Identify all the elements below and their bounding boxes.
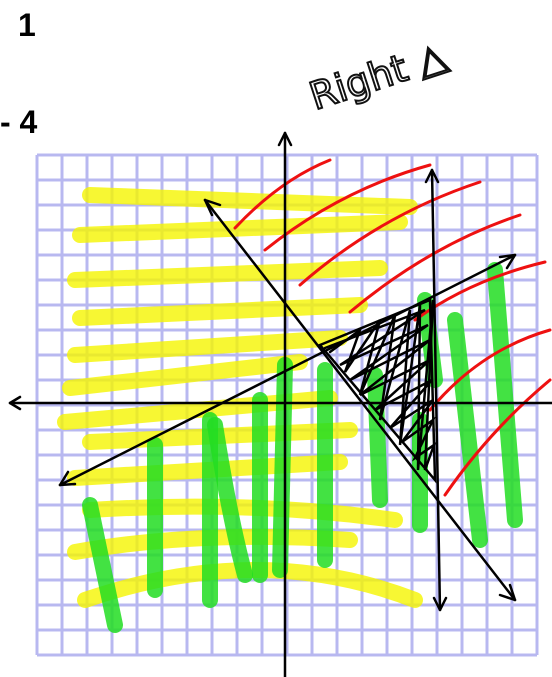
number-label: 1: [18, 7, 36, 43]
graph: 1 - 4 Right △: [0, 0, 552, 677]
expression-label: - 4: [0, 104, 38, 140]
annotation: Right △: [304, 33, 453, 119]
page: 1 - 4 Right △: [0, 0, 552, 677]
